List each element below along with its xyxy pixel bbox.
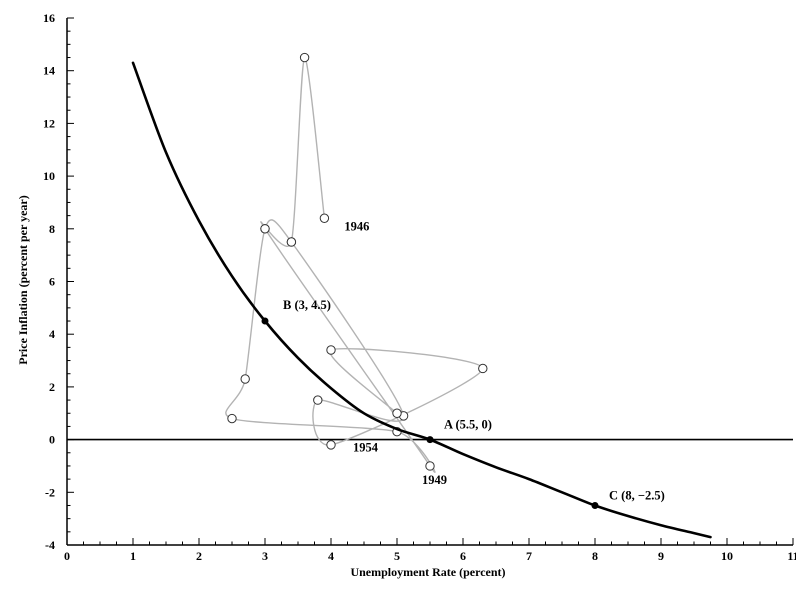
historical-point	[326, 440, 336, 450]
year-label: 1949	[422, 473, 447, 487]
historical-point	[260, 224, 270, 234]
labeled-points-group	[261, 317, 599, 509]
historical-point	[299, 52, 310, 63]
x-tick-label: 11	[787, 549, 796, 563]
year-label: 1954	[353, 441, 379, 455]
x-tick-label: 7	[526, 549, 532, 563]
point-label: B (3, 4.5)	[283, 298, 331, 312]
historical-path-group	[225, 52, 488, 473]
x-tick-label: 0	[64, 549, 70, 563]
x-tick-label: 5	[394, 549, 400, 563]
historical-point	[392, 408, 402, 418]
y-tick-label: 6	[49, 275, 55, 289]
y-tick-label: 8	[49, 222, 55, 236]
x-tick-label: 8	[592, 549, 598, 563]
labeled-point	[591, 501, 599, 509]
x-tick-label: 9	[658, 549, 664, 563]
labeled-point	[261, 317, 269, 325]
x-tick-label: 2	[196, 549, 202, 563]
historical-point	[286, 237, 297, 247]
historical-point	[319, 213, 330, 223]
y-tick-label: 2	[49, 380, 55, 394]
annotation-labels-group: B (3, 4.5) A (5.5, 0) C (8, −2.5) 1946 1949 1…	[283, 219, 665, 502]
phillips-curve-line	[131, 61, 712, 539]
year-label: 1946	[344, 219, 369, 233]
historical-point	[425, 461, 435, 471]
y-tick-label: -4	[45, 538, 55, 552]
y-tick-label: 12	[43, 116, 55, 130]
historical-point	[478, 363, 488, 374]
y-tick-label: -2	[45, 485, 55, 499]
labeled-point	[426, 436, 434, 444]
x-tick-label: 10	[721, 549, 733, 563]
historical-point	[227, 413, 237, 424]
point-label: A (5.5, 0)	[444, 418, 492, 432]
y-tick-label: 16	[43, 11, 55, 25]
historical-point	[240, 374, 250, 384]
historical-point	[313, 395, 323, 405]
historical-point	[326, 345, 336, 355]
y-tick-label: 10	[43, 169, 55, 183]
x-tick-label: 6	[460, 549, 466, 563]
y-tick-label: 14	[43, 64, 55, 78]
y-axis-title: Price Inflation (percent per year)	[16, 195, 30, 365]
historical-path-line	[225, 56, 484, 473]
point-label: C (8, −2.5)	[609, 488, 665, 502]
y-tick-label: 4	[49, 327, 55, 341]
y-tick-label: 0	[49, 433, 55, 447]
x-tick-label: 4	[328, 549, 334, 563]
x-axis-title: Unemployment Rate (percent)	[350, 565, 505, 579]
phillips-curve-group	[131, 61, 712, 539]
x-tick-label: 3	[262, 549, 268, 563]
x-tick-label: 1	[130, 549, 136, 563]
